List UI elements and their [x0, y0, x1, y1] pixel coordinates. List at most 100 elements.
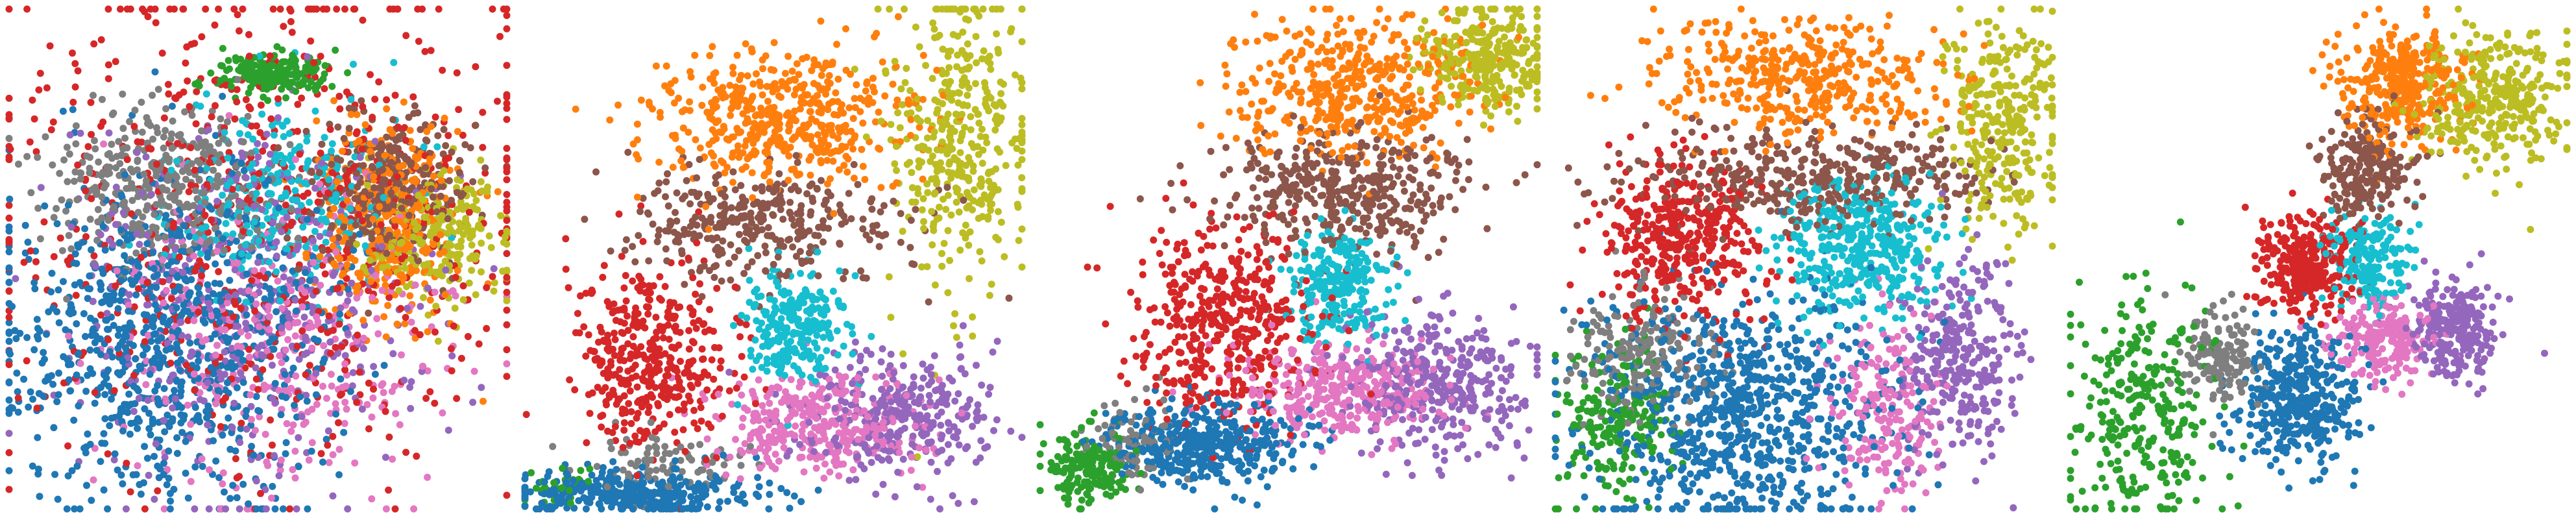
scatter-point-blue [71, 250, 79, 258]
scatter-point-purple [341, 352, 349, 360]
scatter-point-red [143, 278, 151, 286]
scatter-point-gray [53, 204, 60, 212]
scatter-point-pink [302, 419, 310, 426]
scatter-point-red [338, 343, 346, 351]
scatter-point-green [344, 69, 352, 77]
scatter-point-red [185, 188, 193, 195]
scatter-point-purple [225, 293, 232, 301]
scatter-point-orange [354, 282, 361, 290]
scatter-point-cyan [328, 140, 336, 147]
scatter-point-cyan [297, 202, 305, 209]
scatter-point-blue [145, 410, 153, 417]
scatter-point-red [165, 90, 173, 98]
scatter-point-brown [379, 166, 387, 173]
scatter-point-brown [472, 121, 480, 129]
scatter-point-blue [100, 380, 108, 388]
scatter-point-brown [481, 164, 489, 172]
scatter-point-purple [269, 219, 277, 227]
scatter-point-red [233, 86, 241, 93]
scatter-point-red [503, 168, 511, 176]
scatter-point-brown [454, 189, 461, 197]
scatter-point-purple [231, 266, 239, 274]
scatter-point-red [288, 29, 296, 36]
scatter-point-pink [281, 387, 289, 395]
scatter-point-pink [187, 421, 195, 428]
scatter-point-red [298, 298, 306, 306]
scatter-point-blue [36, 493, 43, 500]
scatter-point-red [481, 169, 489, 177]
scatter-point-pink [732, 436, 739, 443]
scatter-point-purple [356, 154, 364, 161]
scatter-point-orange [393, 320, 401, 328]
scatter-point-gray [126, 117, 134, 125]
scatter-point-orange [842, 25, 849, 32]
scatter-point-blue [150, 265, 158, 273]
scatter-point-red [105, 264, 113, 271]
scatter-point-purple [469, 399, 477, 406]
scatter-point-gray [193, 217, 201, 225]
scatter-point-purple [177, 318, 185, 326]
scatter-point-red [228, 186, 236, 193]
scatter-point-cyan [279, 122, 287, 130]
scatter-point-purple [247, 402, 255, 410]
scatter-point-blue [100, 486, 108, 494]
scatter-point-red [738, 352, 746, 360]
scatter-point-blue [344, 286, 352, 293]
scatter-point-cyan [350, 60, 357, 68]
scatter-point-pink [291, 474, 299, 482]
scatter-point-purple [312, 369, 320, 377]
scatter-point-purple [442, 266, 450, 274]
scatter-point-olive [419, 196, 427, 204]
scatter-point-cyan [225, 200, 233, 208]
scatter-point-blue [182, 276, 189, 284]
scatter-point-red [300, 208, 308, 216]
scatter-point-blue [204, 281, 212, 289]
scatter-point-brown [368, 230, 376, 238]
scatter-point-red [26, 138, 34, 146]
scatter-point-red [475, 340, 483, 348]
scatter-point-brown [318, 140, 326, 148]
scatter-point-red [325, 312, 333, 320]
scatter-point-red [90, 40, 98, 48]
scatter-point-brown [433, 208, 441, 216]
scatter-point-blue [117, 408, 125, 416]
scatter-point-blue [217, 297, 225, 305]
scatter-point-red [208, 113, 215, 121]
scatter-point-red [383, 96, 391, 104]
scatter-point-blue [149, 293, 156, 301]
scatter-point-blue [332, 410, 340, 418]
scatter-point-red [307, 5, 315, 13]
scatter-point-blue [173, 304, 180, 312]
scatter-point-blue [5, 338, 13, 345]
scatter-point-blue [302, 269, 309, 277]
scatter-point-blue [137, 365, 145, 373]
scatter-point-pink [202, 336, 210, 343]
scatter-point-gray [212, 224, 220, 232]
scatter-point-red [5, 115, 13, 123]
scatter-point-red [455, 106, 463, 114]
scatter-point-brown [352, 221, 359, 228]
scatter-point-red [479, 108, 487, 116]
scatter-point-red [60, 379, 67, 387]
scatter-point-gray [90, 92, 97, 99]
scatter-point-orange [859, 119, 867, 127]
scatter-point-gray [123, 144, 131, 152]
scatter-point-gray [219, 135, 226, 142]
scatter-point-green [328, 82, 336, 90]
scatter-point-red [294, 101, 302, 108]
scatter-point-gray [154, 234, 162, 241]
scatter-point-pink [291, 447, 299, 455]
scatter-point-cyan [280, 133, 287, 140]
scatter-point-green [250, 80, 258, 87]
scatter-point-red [646, 296, 653, 304]
scatter-point-red [211, 77, 219, 84]
scatter-point-blue [119, 358, 127, 365]
scatter-point-pink [800, 468, 808, 476]
scatter-point-red [422, 395, 430, 402]
scatter-point-blue [195, 290, 203, 298]
scatter-point-blue [147, 338, 155, 345]
scatter-point-red [160, 114, 168, 122]
scatter-point-red [459, 131, 467, 139]
scatter-point-red [195, 308, 202, 316]
scatter-point-purple [263, 130, 271, 138]
